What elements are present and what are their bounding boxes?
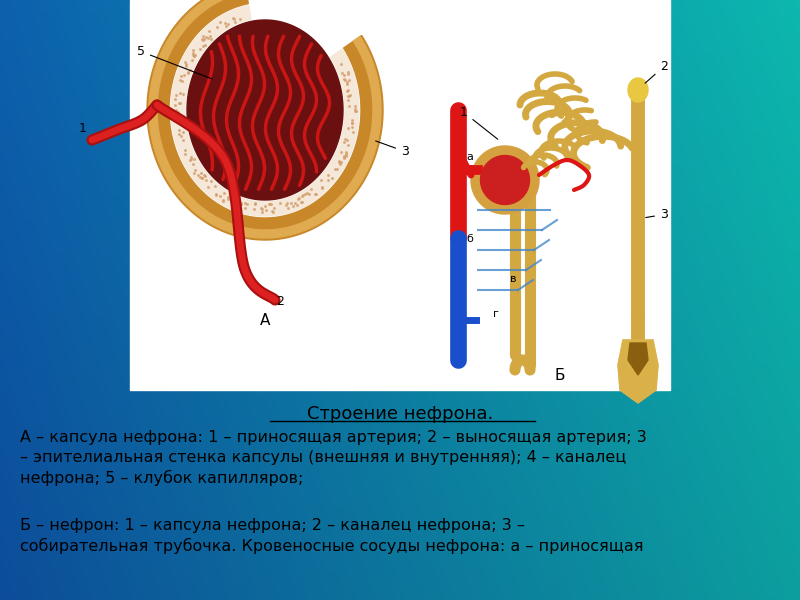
Polygon shape — [149, 0, 381, 238]
Text: Строение нефрона.: Строение нефрона. — [307, 405, 493, 423]
Text: г: г — [493, 309, 499, 319]
Text: Б: Б — [554, 368, 566, 383]
Polygon shape — [147, 0, 383, 240]
Text: 4: 4 — [0, 599, 1, 600]
Polygon shape — [171, 5, 359, 216]
Text: 2: 2 — [645, 60, 668, 83]
Text: в: в — [510, 274, 517, 284]
Text: 1: 1 — [460, 106, 498, 139]
Text: А: А — [260, 313, 270, 328]
Polygon shape — [187, 20, 343, 200]
Text: а: а — [466, 152, 473, 162]
FancyBboxPatch shape — [130, 0, 670, 390]
Text: б: б — [466, 234, 473, 244]
Polygon shape — [618, 340, 658, 403]
Text: 3: 3 — [646, 208, 668, 221]
Polygon shape — [618, 340, 658, 403]
Polygon shape — [481, 155, 530, 205]
Text: 3: 3 — [376, 141, 409, 158]
Text: А – капсула нефрона: 1 – приносящая артерия; 2 – выносящая артерия; 3
– эпителиа: А – капсула нефрона: 1 – приносящая арте… — [20, 430, 646, 486]
Polygon shape — [628, 78, 648, 102]
Polygon shape — [471, 146, 539, 214]
Polygon shape — [628, 343, 648, 375]
Text: 2: 2 — [276, 295, 284, 308]
Text: 5: 5 — [137, 45, 213, 79]
Text: 1: 1 — [79, 122, 87, 135]
Text: Б – нефрон: 1 – капсула нефрона; 2 – каналец нефрона; 3 –
собирательная трубочка: Б – нефрон: 1 – капсула нефрона; 2 – кан… — [20, 518, 643, 554]
